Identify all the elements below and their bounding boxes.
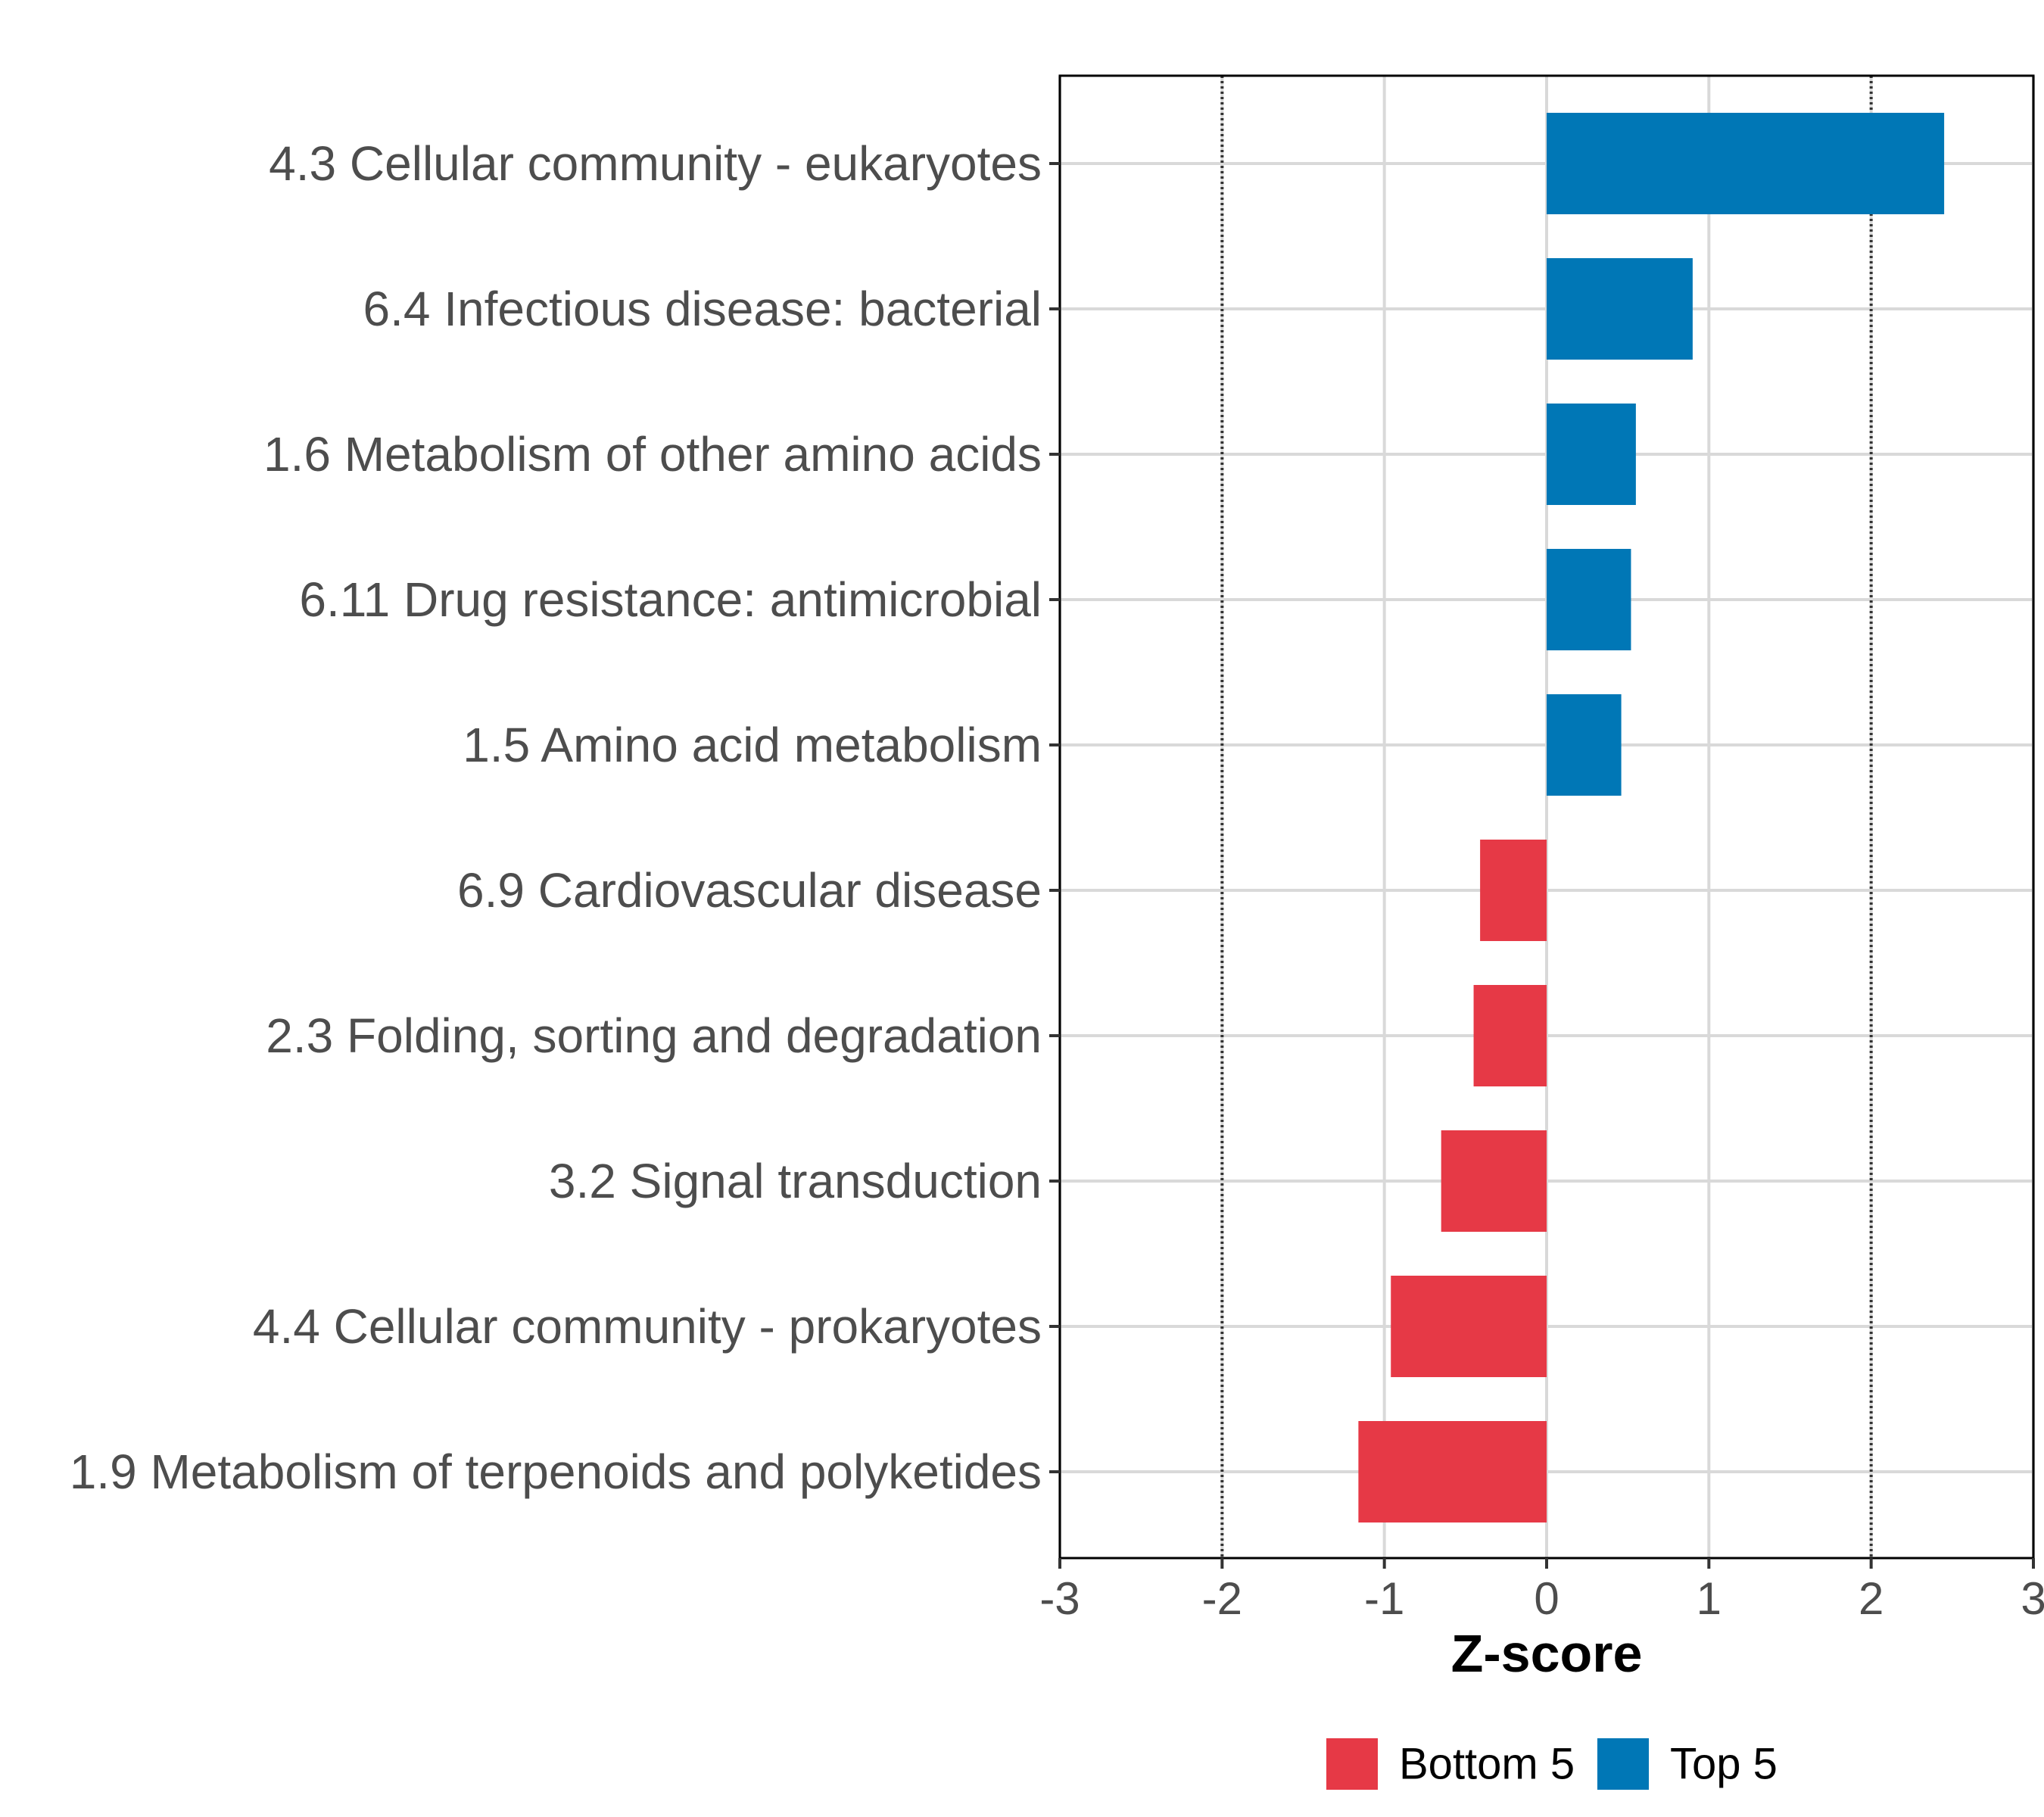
bar-2 xyxy=(1547,258,1693,360)
bar-9 xyxy=(1391,1276,1547,1377)
reference-lines xyxy=(1220,76,1873,1558)
x-tick-label: -3 xyxy=(1039,1573,1080,1624)
legend-label-2: Top 5 xyxy=(1670,1740,1778,1789)
category-label: 2.3 Folding, sorting and degradation xyxy=(266,1008,1042,1063)
category-label: 1.5 Amino acid metabolism xyxy=(463,718,1042,772)
y-axis-category-labels: 4.3 Cellular community - eukaryotes 6.4 I… xyxy=(70,136,1042,1499)
x-axis-tick-labels: -3 -2 -1 0 1 2 3 xyxy=(1039,1573,2044,1624)
y-axis-ticks xyxy=(1049,162,1060,1473)
legend-swatch-1 xyxy=(1326,1738,1378,1790)
x-tick-label: 2 xyxy=(1859,1573,1884,1624)
legend-label-1: Bottom 5 xyxy=(1399,1740,1575,1789)
category-label: 1.9 Metabolism of terpenoids and polyket… xyxy=(70,1445,1042,1499)
x-axis-ticks xyxy=(1058,1558,2035,1569)
category-label: 6.11 Drug resistance: antimicrobial xyxy=(299,572,1042,627)
legend-swatch-2 xyxy=(1597,1738,1649,1790)
category-label: 4.3 Cellular community - eukaryotes xyxy=(269,136,1042,191)
bar-10 xyxy=(1358,1421,1547,1522)
category-label: 1.6 Metabolism of other amino acids xyxy=(263,427,1042,482)
bar-5 xyxy=(1547,694,1622,796)
x-tick-label: -2 xyxy=(1202,1573,1242,1624)
legend: Bottom 5 Top 5 xyxy=(1326,1738,1778,1790)
category-label: 3.2 Signal transduction xyxy=(549,1154,1042,1208)
category-label: 4.4 Cellular community - prokaryotes xyxy=(253,1299,1042,1354)
x-tick-label: 3 xyxy=(2021,1573,2044,1624)
bar-7 xyxy=(1473,985,1547,1086)
x-tick-label: 0 xyxy=(1534,1573,1559,1624)
x-axis-title: Z-score xyxy=(1451,1624,1643,1683)
bars xyxy=(1358,113,1945,1522)
bar-8 xyxy=(1441,1130,1547,1232)
category-label: 6.4 Infectious disease: bacterial xyxy=(363,282,1042,336)
x-tick-label: 1 xyxy=(1697,1573,1722,1624)
bar-3 xyxy=(1547,404,1636,505)
category-label: 6.9 Cardiovascular disease xyxy=(457,863,1042,918)
bar-6 xyxy=(1480,840,1547,941)
x-tick-label: -1 xyxy=(1364,1573,1404,1624)
bar-4 xyxy=(1547,549,1631,650)
bar-1 xyxy=(1547,113,1945,214)
